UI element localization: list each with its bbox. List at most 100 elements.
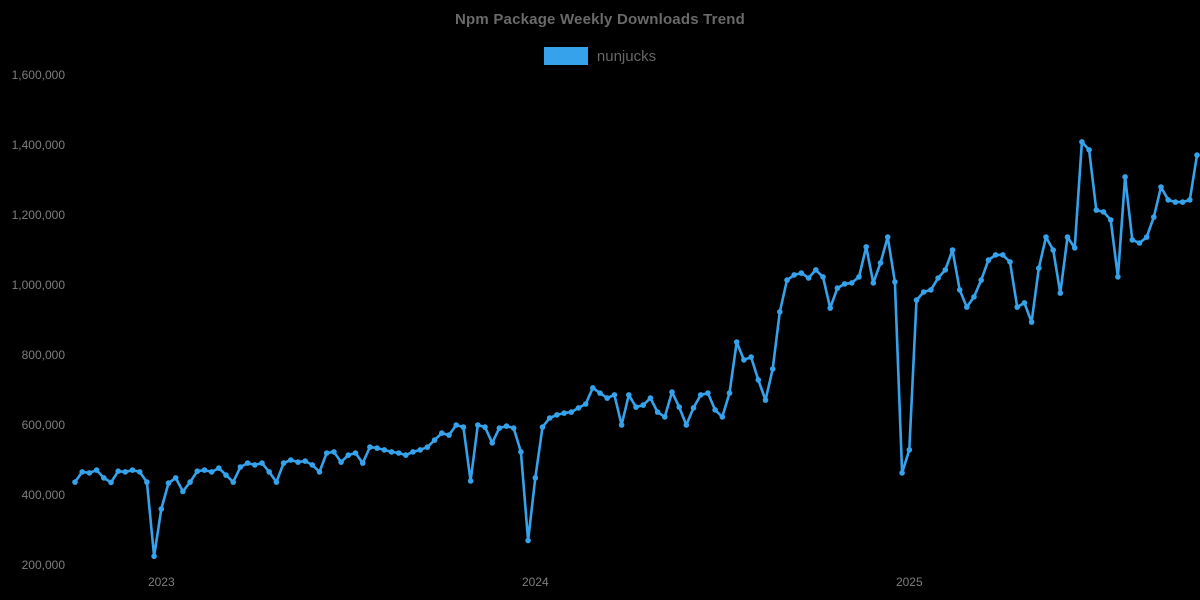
data-point: [791, 272, 797, 278]
data-point: [920, 289, 927, 295]
data-point: [417, 447, 424, 453]
data-point: [1129, 237, 1136, 243]
data-point: [1079, 139, 1085, 145]
data-point: [892, 279, 898, 285]
data-point: [712, 407, 718, 413]
data-point: [388, 449, 395, 455]
data-point: [913, 297, 920, 303]
data-point: [101, 475, 107, 481]
data-point: [129, 467, 136, 473]
data-point: [597, 390, 603, 396]
data-point: [475, 422, 481, 428]
data-point: [618, 422, 625, 428]
data-point: [201, 467, 208, 473]
data-point: [690, 405, 697, 411]
data-point: [741, 357, 747, 363]
data-point: [662, 414, 668, 420]
data-point: [971, 294, 977, 300]
data-point: [647, 395, 654, 401]
data-point: [108, 479, 114, 486]
data-point: [582, 401, 589, 407]
data-point: [374, 445, 380, 451]
y-axis-tick-label: 800,000: [22, 348, 66, 362]
y-axis-tick-label: 400,000: [22, 488, 66, 502]
data-point: [295, 459, 301, 465]
y-axis-tick-label: 1,000,000: [12, 278, 66, 292]
y-axis-tick-label: 1,200,000: [12, 208, 66, 222]
data-point: [856, 274, 862, 280]
data-point: [554, 412, 560, 418]
data-point: [187, 479, 193, 485]
data-point: [352, 450, 359, 456]
data-point: [309, 462, 316, 468]
data-point: [870, 280, 877, 286]
data-point: [755, 377, 762, 383]
data-point: [288, 457, 294, 463]
data-point: [1107, 217, 1114, 223]
data-point: [935, 275, 941, 281]
data-point: [834, 285, 841, 291]
data-point: [561, 410, 567, 416]
data-point: [136, 469, 143, 475]
data-point: [403, 452, 409, 458]
data-point: [1064, 234, 1071, 240]
data-point: [798, 270, 805, 276]
data-point: [122, 469, 129, 475]
data-point: [194, 468, 201, 475]
data-point: [539, 424, 546, 430]
data-point: [453, 422, 460, 428]
data-point: [252, 462, 258, 468]
data-point: [144, 479, 150, 485]
data-point: [949, 247, 956, 253]
data-point: [654, 409, 661, 415]
data-point: [985, 257, 992, 263]
data-point: [208, 469, 215, 475]
data-point: [331, 449, 337, 455]
data-point: [884, 234, 891, 240]
data-point: [877, 260, 884, 266]
data-point: [590, 385, 596, 391]
x-axis-tick-label: 2024: [522, 575, 549, 589]
data-point: [410, 449, 416, 455]
data-point: [180, 488, 186, 495]
y-axis-tick-label: 200,000: [22, 558, 66, 572]
x-axis-tick-label: 2023: [148, 575, 175, 589]
data-point: [805, 275, 812, 281]
data-point: [525, 537, 531, 544]
data-point: [302, 458, 309, 464]
data-point: [237, 464, 244, 470]
data-point: [72, 479, 78, 485]
data-point: [748, 354, 754, 360]
data-point: [956, 287, 963, 293]
data-point: [216, 465, 222, 471]
legend-item-nunjucks[interactable]: nunjucks: [543, 47, 657, 65]
data-point: [906, 447, 913, 453]
data-point: [1071, 245, 1078, 251]
data-point: [316, 469, 323, 475]
data-point: [726, 390, 733, 396]
data-point: [676, 404, 682, 410]
data-point: [1050, 247, 1056, 253]
data-point: [338, 459, 344, 465]
data-point: [381, 447, 388, 453]
data-point: [395, 450, 402, 456]
data-point: [1100, 209, 1107, 215]
data-point: [1036, 265, 1042, 272]
data-point: [1165, 197, 1171, 203]
data-point: [611, 392, 618, 398]
data-point: [172, 475, 179, 481]
data-point: [1014, 304, 1020, 310]
data-point: [151, 553, 157, 560]
data-point: [964, 304, 970, 310]
data-point: [1028, 319, 1035, 325]
legend-label: nunjucks: [596, 47, 657, 65]
data-point: [1158, 184, 1164, 190]
y-axis-tick-label: 1,400,000: [12, 138, 66, 152]
data-point: [697, 392, 704, 398]
data-point: [1172, 199, 1179, 205]
data-point: [165, 480, 172, 486]
data-point: [604, 395, 610, 401]
data-point: [230, 479, 236, 485]
data-point: [575, 405, 582, 411]
